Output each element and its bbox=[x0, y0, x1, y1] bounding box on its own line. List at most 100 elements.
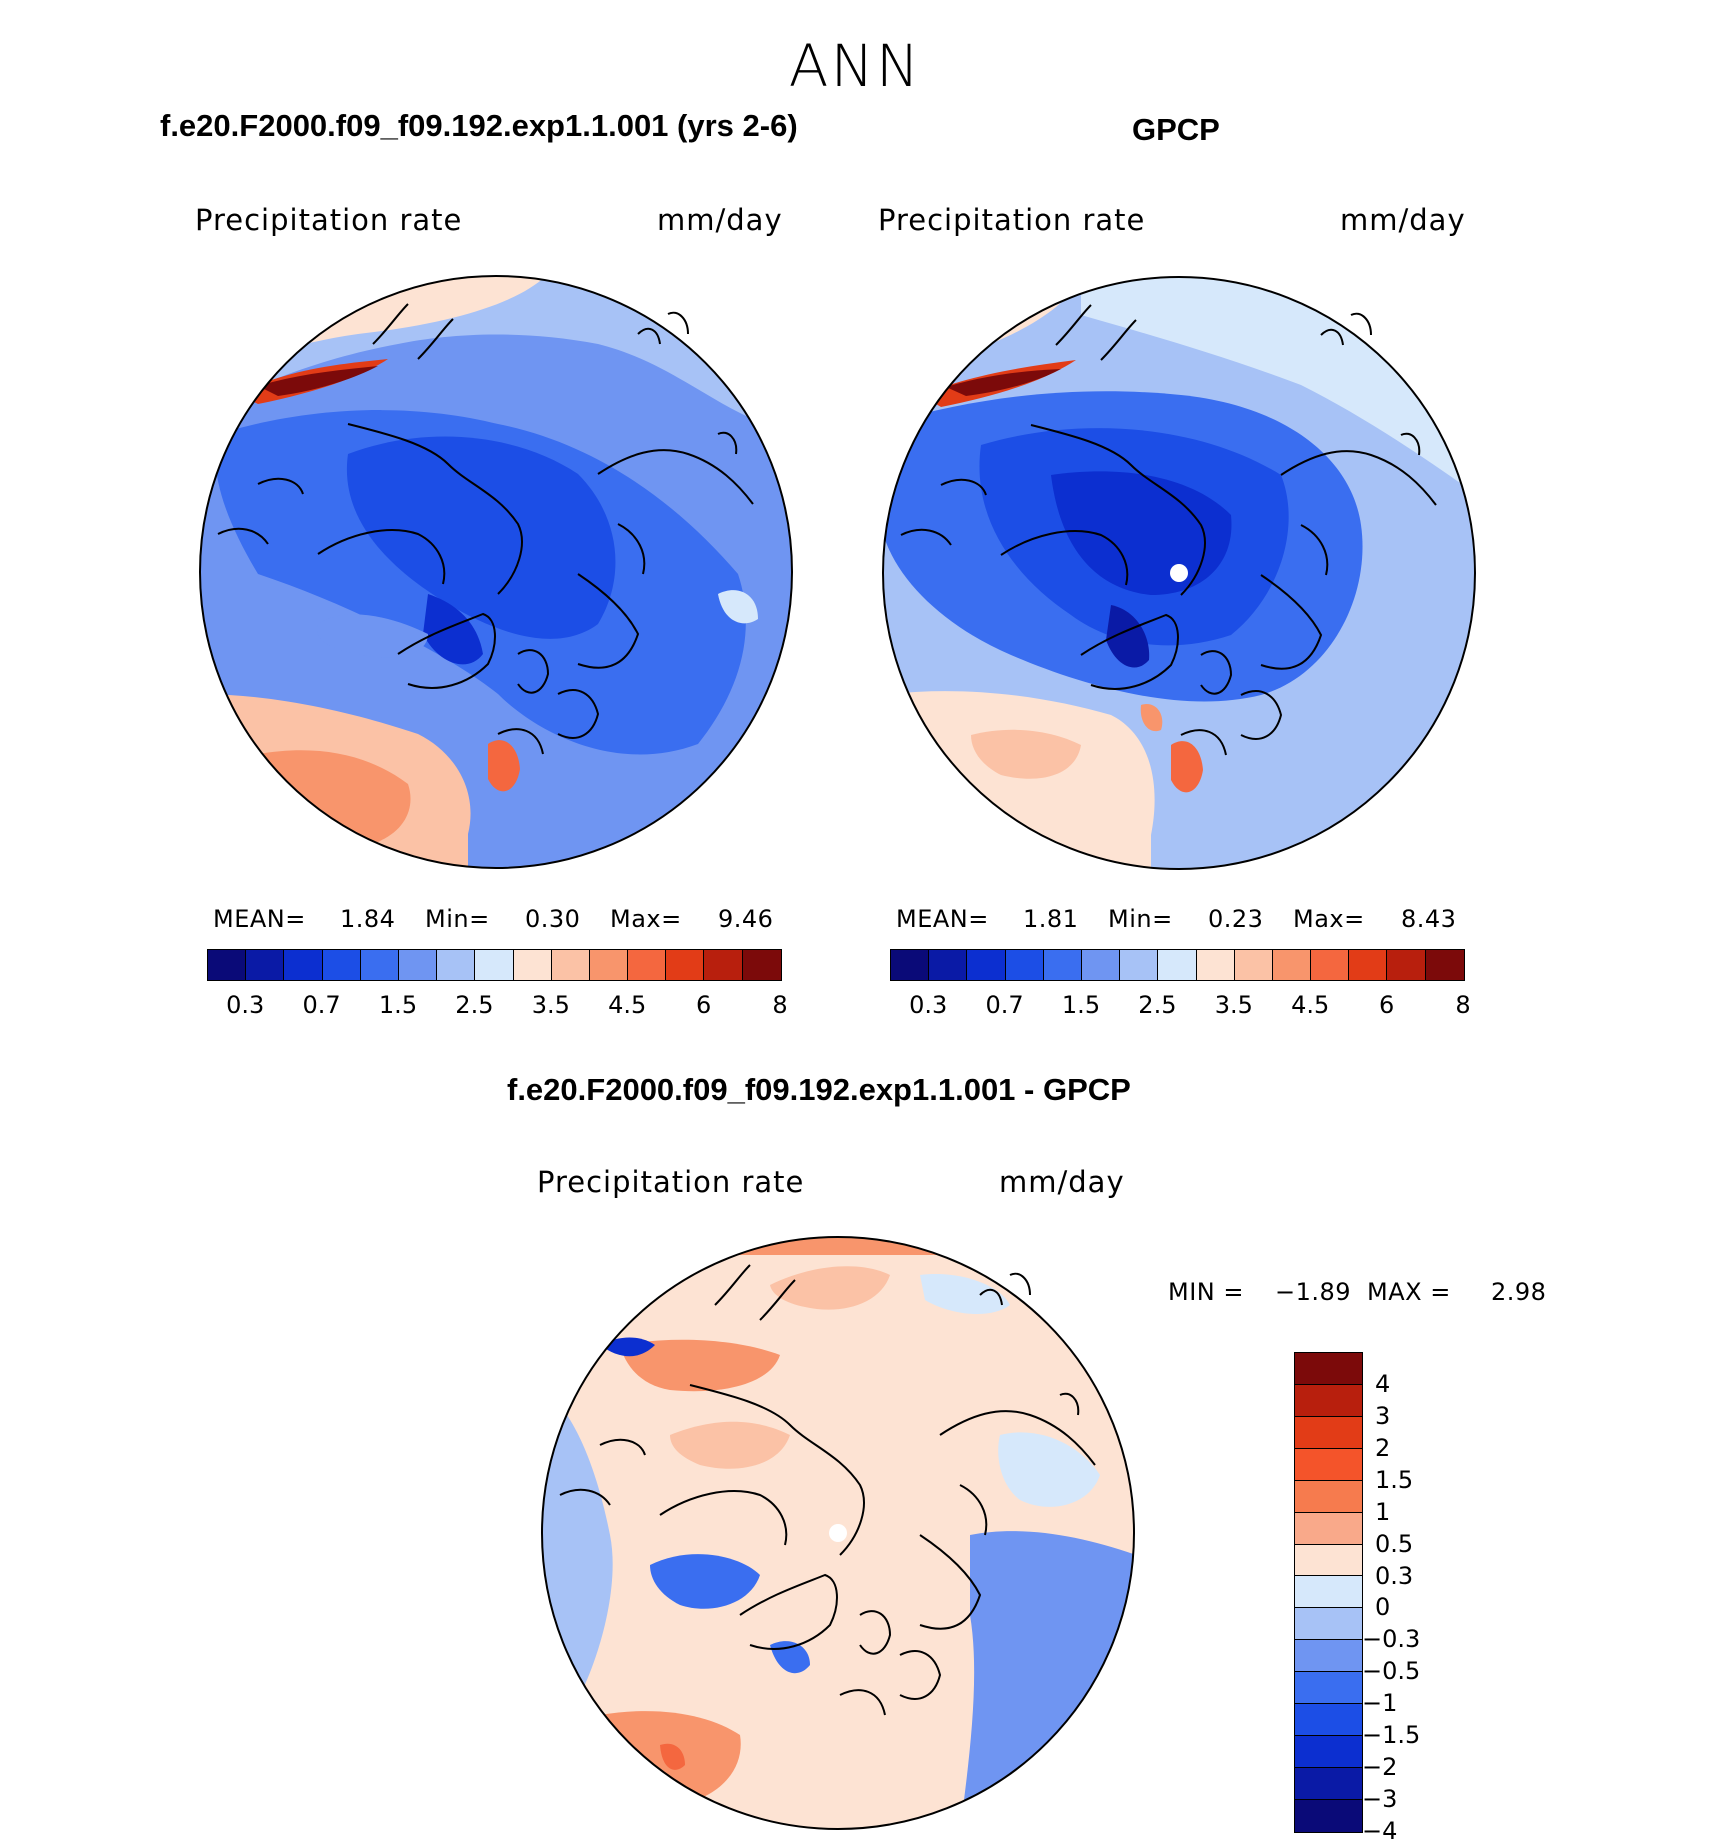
colorbar-swatch bbox=[1295, 1384, 1362, 1417]
coastlines bbox=[217, 303, 754, 755]
map-border bbox=[541, 1236, 1135, 1830]
model-colorbar bbox=[207, 949, 782, 981]
colorbar-tick-label: −2 bbox=[1362, 1753, 1398, 1782]
map-fill-pacific-neg bbox=[542, 1385, 613, 1695]
map-fill-siberia-light bbox=[718, 590, 758, 624]
map-fill-arctic-core bbox=[1051, 471, 1232, 595]
colorbar-swatch bbox=[1311, 950, 1350, 980]
colorbar-tick-label: 0.3 bbox=[226, 991, 265, 1019]
map-fill-canada-light bbox=[317, 614, 428, 658]
diff-panel-title: f.e20.F2000.f09_f09.192.exp1.1.001 - GPC… bbox=[507, 1072, 1131, 1107]
colorbar-swatch bbox=[1295, 1672, 1362, 1705]
colorbar-swatch bbox=[1272, 950, 1312, 980]
colorbar-swatch bbox=[1234, 950, 1273, 980]
obs-max-value: 8.43 bbox=[1401, 905, 1457, 933]
model-mean-label: MEAN= bbox=[213, 905, 306, 933]
colorbar-swatch bbox=[551, 950, 590, 980]
colorbar-swatch bbox=[929, 950, 968, 980]
map-fill-atlantic-core bbox=[660, 1743, 685, 1770]
map-fill-pacific-pos bbox=[620, 1339, 780, 1392]
diff-units-label: mm/day bbox=[999, 1165, 1125, 1199]
colorbar-tick-label: 0.3 bbox=[1375, 1561, 1414, 1590]
colorbar-swatch bbox=[628, 950, 667, 980]
diff-precip-map bbox=[541, 1236, 1135, 1830]
map-fill-east-neg bbox=[920, 1274, 1010, 1315]
colorbar-swatch bbox=[742, 950, 781, 980]
map-border bbox=[882, 276, 1476, 870]
colorbar-swatch bbox=[666, 950, 705, 980]
colorbar-swatch bbox=[1295, 1416, 1362, 1449]
colorbar-tick-label: 1.5 bbox=[378, 991, 418, 1019]
colorbar-swatch bbox=[1295, 1767, 1362, 1800]
colorbar-swatch bbox=[360, 950, 399, 980]
model-mean-value: 1.84 bbox=[340, 905, 396, 933]
model-panel-title: f.e20.F2000.f09_f09.192.exp1.1.001 (yrs … bbox=[160, 108, 798, 143]
model-precip-map bbox=[199, 275, 793, 869]
model-variable-label: Precipitation rate bbox=[195, 203, 463, 237]
colorbar-swatch bbox=[1295, 1544, 1362, 1577]
model-max-label: Max= bbox=[610, 905, 682, 933]
obs-colorbar bbox=[890, 949, 1465, 981]
colorbar-tick-label: −1 bbox=[1362, 1689, 1398, 1718]
colorbar-swatch bbox=[437, 950, 476, 980]
colorbar-swatch bbox=[1295, 1448, 1362, 1481]
diff-variable-label: Precipitation rate bbox=[537, 1165, 805, 1199]
colorbar-swatch bbox=[1295, 1512, 1362, 1545]
colorbar-swatch bbox=[1005, 950, 1044, 980]
colorbar-swatch bbox=[1043, 950, 1082, 980]
colorbar-swatch bbox=[1295, 1799, 1362, 1832]
colorbar-tick-label: 6 bbox=[695, 991, 712, 1019]
map-fill-pacific-core bbox=[258, 366, 378, 396]
colorbar-tick-label: 8 bbox=[1455, 991, 1471, 1019]
map-fill-atlantic-light bbox=[971, 729, 1081, 779]
map-fill-arctic-blue bbox=[346, 436, 616, 639]
obs-max-label: Max= bbox=[1293, 905, 1365, 933]
colorbar-swatch bbox=[1120, 950, 1159, 980]
obs-variable-label: Precipitation rate bbox=[878, 203, 1146, 237]
diff-min-value: −1.89 bbox=[1275, 1278, 1352, 1306]
colorbar-tick-label: 4 bbox=[1375, 1369, 1391, 1398]
colorbar-tick-label: 2.5 bbox=[455, 991, 494, 1019]
map-fill-pacific-core bbox=[946, 369, 1061, 396]
coastlines bbox=[559, 1264, 1096, 1716]
map-fill-siberia-neg bbox=[998, 1432, 1100, 1507]
colorbar-swatch bbox=[246, 950, 285, 980]
coastlines bbox=[900, 304, 1437, 756]
map-fill-bering-pos bbox=[770, 1266, 890, 1310]
figure-title: ANN bbox=[788, 32, 922, 100]
colorbar-tick-label: 1 bbox=[1375, 1497, 1391, 1526]
map-fill-eurasia-neg bbox=[960, 1531, 1134, 1829]
pole-marker bbox=[1170, 564, 1188, 582]
colorbar-swatch bbox=[1387, 950, 1426, 980]
map-fill-arctic-pos bbox=[670, 1421, 790, 1469]
map-border bbox=[199, 275, 793, 869]
colorbar-tick-label: 4.5 bbox=[608, 991, 647, 1019]
colorbar-swatch bbox=[513, 950, 552, 980]
colorbar-tick-label: 1.5 bbox=[1375, 1465, 1414, 1494]
colorbar-tick-label: 0.7 bbox=[985, 991, 1024, 1019]
model-max-value: 9.46 bbox=[718, 905, 774, 933]
map-fill-pacific-neg-core bbox=[600, 1337, 655, 1357]
colorbar-swatch bbox=[284, 950, 323, 980]
colorbar-tick-label: 2 bbox=[1375, 1433, 1391, 1462]
diff-min-label: MIN = bbox=[1168, 1278, 1244, 1306]
colorbar-swatch bbox=[1349, 950, 1388, 980]
colorbar-swatch bbox=[704, 950, 743, 980]
colorbar-tick-label: −1.5 bbox=[1362, 1721, 1421, 1750]
obs-units-label: mm/day bbox=[1340, 203, 1466, 237]
diff-max-label: MAX = bbox=[1367, 1278, 1451, 1306]
colorbar-swatch bbox=[1081, 950, 1121, 980]
colorbar-tick-label: 0.5 bbox=[1375, 1529, 1414, 1558]
pole-marker bbox=[829, 1524, 847, 1542]
colorbar-tick-label: −3 bbox=[1362, 1785, 1398, 1814]
model-units-label: mm/day bbox=[657, 203, 783, 237]
colorbar-swatch bbox=[398, 950, 438, 980]
colorbar-swatch bbox=[322, 950, 361, 980]
obs-min-value: 0.23 bbox=[1208, 905, 1264, 933]
colorbar-tick-label: −0.5 bbox=[1362, 1657, 1421, 1686]
colorbar-tick-label: 3.5 bbox=[1214, 991, 1253, 1019]
colorbar-swatch bbox=[967, 950, 1006, 980]
colorbar-swatch bbox=[1158, 950, 1197, 980]
obs-precip-map bbox=[882, 276, 1476, 870]
colorbar-swatch bbox=[1295, 1640, 1362, 1673]
